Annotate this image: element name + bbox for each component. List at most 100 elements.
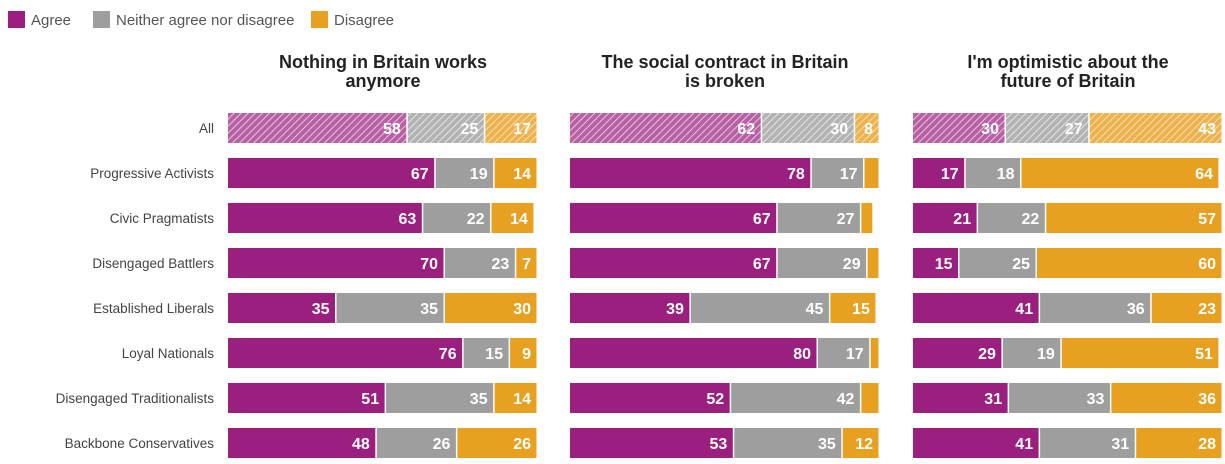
bar-agree-all bbox=[228, 113, 407, 143]
bar-disagree-backbone-conservatives bbox=[457, 428, 537, 458]
value-label-disagree-disengaged-battlers: 7 bbox=[522, 256, 531, 273]
value-label-agree-progressive-activists: 17 bbox=[941, 166, 959, 183]
row-label-civic-pragmatists: Civic Pragmatists bbox=[110, 211, 215, 226]
bar-neither-backbone-conservatives bbox=[734, 428, 842, 458]
value-label-neither-loyal-nationals: 19 bbox=[1037, 346, 1055, 363]
bar-neither-progressive-activists bbox=[811, 158, 863, 188]
value-label-disagree-disengaged-traditionalists: 14 bbox=[513, 391, 531, 408]
value-label-agree-backbone-conservatives: 41 bbox=[1015, 436, 1033, 453]
bar-neither-disengaged-battlers bbox=[777, 248, 867, 278]
value-label-agree-disengaged-traditionalists: 51 bbox=[361, 391, 379, 408]
bar-neither-civic-pragmatists bbox=[423, 203, 490, 233]
value-label-disagree-all: 43 bbox=[1198, 121, 1216, 138]
bar-agree-all bbox=[570, 113, 761, 143]
bar-neither-disengaged-traditionalists bbox=[1009, 383, 1110, 413]
bar-neither-backbone-conservatives bbox=[1040, 428, 1135, 458]
value-label-disagree-progressive-activists: 14 bbox=[513, 166, 531, 183]
value-label-disagree-all: 17 bbox=[513, 121, 531, 138]
bar-disagree-disengaged-traditionalists bbox=[1111, 383, 1222, 413]
value-label-disagree-established-liberals: 30 bbox=[513, 301, 531, 318]
panel-1: Nothing in Britain works anymore 58 25 17 67 1… bbox=[228, 52, 537, 458]
legend-label-disagree: Disagree bbox=[334, 12, 394, 29]
bar-neither-disengaged-traditionalists bbox=[731, 383, 860, 413]
bar-neither-established-liberals bbox=[1040, 293, 1151, 323]
value-label-agree-progressive-activists: 78 bbox=[787, 166, 805, 183]
row-labels: All Progressive Activists Civic Pragmatist… bbox=[56, 121, 215, 451]
bar-disagree-progressive-activists bbox=[1021, 158, 1219, 188]
value-label-neither-progressive-activists: 17 bbox=[840, 166, 858, 183]
value-label-neither-civic-pragmatists: 27 bbox=[837, 211, 855, 228]
row-label-established-liberals: Established Liberals bbox=[93, 301, 214, 316]
bar-agree-disengaged-traditionalists bbox=[228, 383, 385, 413]
bar-disagree-disengaged-battlers bbox=[867, 248, 879, 278]
bar-agree-disengaged-battlers bbox=[570, 248, 777, 278]
value-label-agree-all: 58 bbox=[383, 121, 401, 138]
bar-neither-disengaged-battlers bbox=[959, 248, 1036, 278]
value-label-neither-progressive-activists: 18 bbox=[997, 166, 1015, 183]
row-label-loyal-nationals: Loyal Nationals bbox=[122, 346, 215, 361]
value-label-neither-loyal-nationals: 17 bbox=[846, 346, 864, 363]
value-label-neither-all: 27 bbox=[1065, 121, 1083, 138]
bar-neither-civic-pragmatists bbox=[978, 203, 1045, 233]
bar-agree-civic-pragmatists bbox=[228, 203, 422, 233]
value-label-agree-loyal-nationals: 29 bbox=[978, 346, 996, 363]
value-label-neither-loyal-nationals: 15 bbox=[485, 346, 503, 363]
value-label-agree-civic-pragmatists: 21 bbox=[953, 211, 971, 228]
value-label-neither-disengaged-traditionalists: 33 bbox=[1087, 391, 1105, 408]
bar-disagree-disengaged-traditionalists bbox=[494, 383, 537, 413]
panel-title-3: I'm optimistic about the future of Britai… bbox=[967, 52, 1168, 91]
value-label-neither-progressive-activists: 19 bbox=[470, 166, 488, 183]
value-label-agree-backbone-conservatives: 48 bbox=[352, 436, 370, 453]
bar-agree-disengaged-battlers bbox=[913, 248, 958, 278]
value-label-disagree-loyal-nationals: 9 bbox=[522, 346, 531, 363]
value-label-disagree-progressive-activists: 64 bbox=[1195, 166, 1213, 183]
value-label-neither-disengaged-battlers: 25 bbox=[1012, 256, 1030, 273]
value-label-neither-all: 25 bbox=[461, 121, 479, 138]
bar-disagree-backbone-conservatives bbox=[842, 428, 879, 458]
value-label-agree-disengaged-traditionalists: 52 bbox=[706, 391, 724, 408]
row-label-backbone-conservatives: Backbone Conservatives bbox=[65, 436, 215, 451]
value-label-agree-loyal-nationals: 80 bbox=[793, 346, 811, 363]
value-label-agree-disengaged-battlers: 15 bbox=[935, 256, 953, 273]
bar-agree-backbone-conservatives bbox=[570, 428, 733, 458]
bar-disagree-civic-pragmatists bbox=[491, 203, 534, 233]
value-label-agree-all: 62 bbox=[737, 121, 755, 138]
value-label-agree-backbone-conservatives: 53 bbox=[710, 436, 728, 453]
bar-agree-disengaged-traditionalists bbox=[570, 383, 730, 413]
legend-swatch-disagree bbox=[311, 11, 328, 28]
value-label-agree-loyal-nationals: 76 bbox=[439, 346, 457, 363]
bar-disagree-progressive-activists bbox=[864, 158, 879, 188]
value-label-neither-backbone-conservatives: 35 bbox=[818, 436, 836, 453]
panel-2: The social contract in Britain is broken 6… bbox=[570, 52, 879, 458]
bar-disagree-disengaged-battlers bbox=[516, 248, 537, 278]
bar-disagree-civic-pragmatists bbox=[1046, 203, 1222, 233]
panel-3: I'm optimistic about the future of Britai… bbox=[913, 52, 1222, 458]
value-label-neither-established-liberals: 45 bbox=[806, 301, 824, 318]
bar-agree-progressive-activists bbox=[913, 158, 965, 188]
value-label-disagree-loyal-nationals: 51 bbox=[1195, 346, 1213, 363]
bar-neither-established-liberals bbox=[690, 293, 829, 323]
bar-neither-loyal-nationals bbox=[1002, 338, 1061, 368]
bar-disagree-all bbox=[855, 113, 879, 143]
bar-disagree-all bbox=[1089, 113, 1222, 143]
value-label-agree-all: 30 bbox=[981, 121, 999, 138]
legend-swatch-agree bbox=[8, 11, 25, 28]
value-label-neither-all: 30 bbox=[830, 121, 848, 138]
bar-neither-backbone-conservatives bbox=[376, 428, 456, 458]
bar-agree-established-liberals bbox=[570, 293, 690, 323]
value-label-disagree-civic-pragmatists: 14 bbox=[510, 211, 528, 228]
bar-neither-established-liberals bbox=[336, 293, 444, 323]
value-label-disagree-established-liberals: 15 bbox=[852, 301, 870, 318]
bar-agree-civic-pragmatists bbox=[913, 203, 977, 233]
value-label-agree-progressive-activists: 67 bbox=[411, 166, 429, 183]
bar-agree-loyal-nationals bbox=[228, 338, 463, 368]
bar-neither-all bbox=[407, 113, 484, 143]
legend: Agree Neither agree nor disagree Disagre… bbox=[8, 11, 394, 29]
value-label-agree-disengaged-battlers: 67 bbox=[753, 256, 771, 273]
bar-agree-disengaged-traditionalists bbox=[913, 383, 1008, 413]
bar-neither-civic-pragmatists bbox=[777, 203, 860, 233]
bar-neither-all bbox=[762, 113, 854, 143]
value-label-neither-civic-pragmatists: 22 bbox=[1022, 211, 1040, 228]
row-label-disengaged-traditionalists: Disengaged Traditionalists bbox=[56, 391, 215, 406]
bar-disagree-all bbox=[485, 113, 537, 143]
